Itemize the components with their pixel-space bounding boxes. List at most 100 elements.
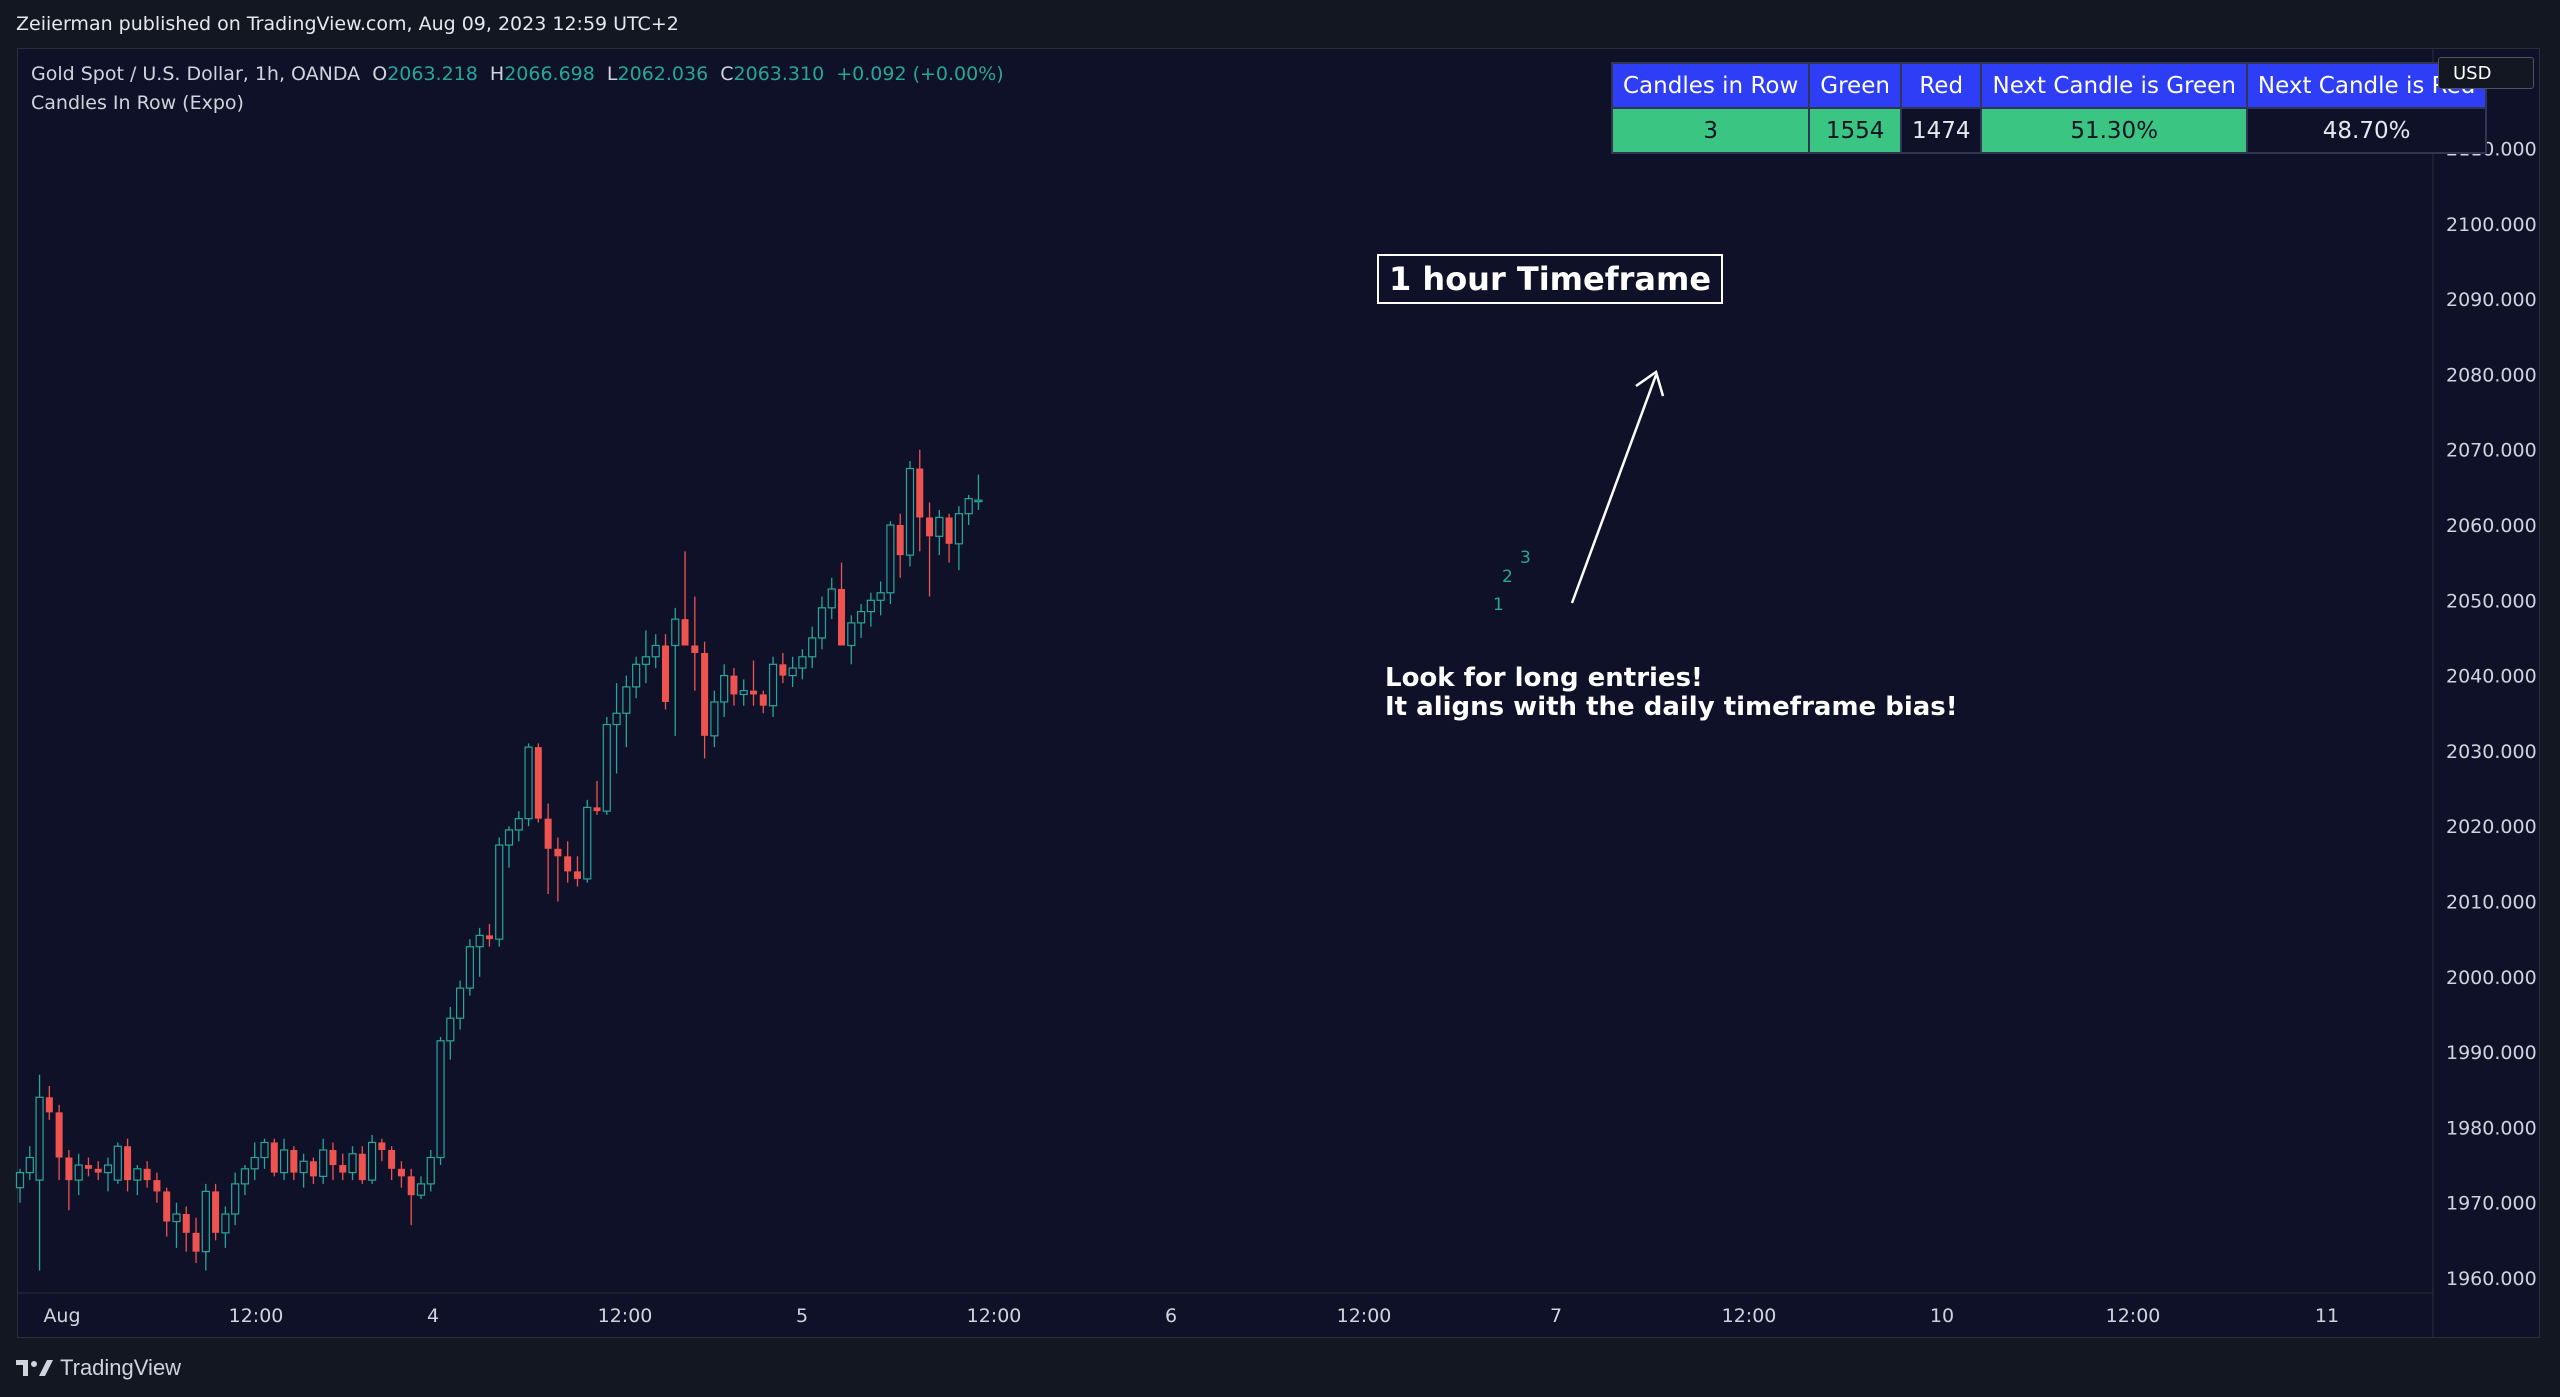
candle-body — [573, 871, 581, 879]
candle — [612, 683, 621, 774]
candle-body — [240, 1168, 250, 1185]
candle-body — [720, 674, 729, 703]
header-red: Red — [1899, 62, 1983, 109]
time-tick-label: 5 — [796, 1305, 808, 1327]
candle — [212, 1183, 220, 1241]
candle — [397, 1161, 405, 1188]
value-candles-in-row: 3 — [1610, 107, 1811, 154]
candle-body — [153, 1180, 161, 1192]
candle — [426, 1149, 435, 1192]
stats-value-row: 3 1554 1474 51.30% 48.70% — [1610, 107, 2488, 154]
candle-body — [456, 987, 465, 1019]
candle — [856, 604, 866, 638]
candle — [651, 634, 660, 669]
candle — [593, 781, 601, 815]
candle — [817, 596, 827, 650]
candle — [534, 743, 542, 823]
candle — [309, 1157, 317, 1184]
candle — [710, 690, 719, 748]
candle — [25, 1146, 34, 1181]
candle-body — [876, 592, 885, 601]
candle — [339, 1153, 347, 1181]
candle — [299, 1153, 308, 1188]
candle-body — [866, 599, 875, 613]
candle-body — [436, 1040, 445, 1159]
candle — [691, 596, 699, 691]
count-label-3: 3 — [1520, 548, 1531, 568]
candle-body — [124, 1146, 132, 1181]
candle — [270, 1138, 278, 1177]
candle-body — [260, 1141, 269, 1159]
time-tick-label: 12:00 — [2106, 1305, 2161, 1327]
candle-body — [113, 1145, 122, 1181]
price-tick-label: 1970.000 — [2446, 1193, 2537, 1215]
candle-body — [163, 1191, 171, 1222]
price-axis: 1960.000 1970.000 1980.000 1990.000 2000.000… — [2446, 139, 2537, 1291]
candle-body — [964, 498, 973, 515]
candle — [250, 1142, 259, 1181]
value-green: 1554 — [1808, 107, 1902, 154]
footer-brand[interactable]: TradingView — [60, 1355, 182, 1380]
high-label: H — [489, 63, 505, 85]
candle — [779, 653, 787, 684]
candle-body — [103, 1164, 113, 1174]
candle-body — [759, 694, 767, 706]
candle — [192, 1217, 200, 1263]
candle — [730, 668, 738, 706]
candle-body — [407, 1176, 415, 1196]
candle-body — [671, 618, 680, 647]
time-tick-label: 11 — [2315, 1305, 2339, 1327]
candle-body — [192, 1232, 200, 1252]
currency-selector[interactable]: USD — [2438, 57, 2534, 89]
candle — [163, 1187, 171, 1237]
low-label: L — [606, 63, 618, 85]
price-tick-label: 1980.000 — [2446, 1117, 2537, 1139]
indicator-name[interactable]: Candles In Row (Expo) — [31, 92, 244, 114]
candle — [407, 1168, 415, 1226]
candle — [260, 1138, 269, 1169]
candle — [55, 1104, 63, 1181]
open-value: 2063.218 — [387, 63, 478, 85]
candle — [45, 1085, 53, 1120]
candle-body — [250, 1156, 259, 1170]
candle — [329, 1142, 337, 1181]
candle-body — [808, 637, 817, 658]
tradingview-logo-icon[interactable] — [16, 1357, 54, 1379]
candle-body — [485, 935, 493, 940]
candle — [153, 1172, 161, 1203]
candle-body — [750, 690, 757, 695]
candle — [221, 1206, 230, 1248]
candle — [74, 1153, 83, 1196]
change-value: +0.092 (+0.00%) — [836, 63, 1004, 85]
candle-body — [299, 1160, 308, 1174]
candle-body — [710, 701, 719, 737]
candle-body — [182, 1213, 190, 1233]
candle — [378, 1138, 386, 1162]
time-axis: Aug 12:00 4 12:00 5 12:00 6 12:00 7 12:00 10 12:00 1… — [43, 1305, 2339, 1327]
up-arrow-annotation — [1570, 369, 1665, 604]
candle — [827, 577, 836, 620]
candle-body — [701, 653, 709, 736]
candle — [201, 1183, 210, 1271]
candle — [866, 592, 875, 627]
candle-body — [212, 1191, 220, 1233]
candle-body — [827, 588, 836, 609]
candle — [456, 980, 465, 1030]
time-tick-label: 7 — [1550, 1305, 1562, 1327]
symbol-title[interactable]: Gold Spot / U.S. Dollar, 1h, OANDA — [31, 63, 361, 85]
price-tick-label: 2100.000 — [2446, 214, 2537, 236]
candle — [768, 656, 778, 718]
candle — [739, 679, 748, 706]
candles-layer — [15, 449, 983, 1271]
candle — [641, 630, 651, 684]
candle-body — [465, 946, 474, 989]
close-value: 2063.310 — [733, 63, 825, 85]
time-tick-label: Aug — [43, 1305, 80, 1327]
price-tick-label: 2000.000 — [2446, 967, 2537, 989]
time-tick-label: 12:00 — [1722, 1305, 1777, 1327]
candle-body — [612, 712, 621, 726]
candle — [15, 1168, 25, 1203]
candle-body — [231, 1183, 240, 1215]
top-bar: Zeiierman published on TradingView.com, … — [0, 0, 2560, 50]
